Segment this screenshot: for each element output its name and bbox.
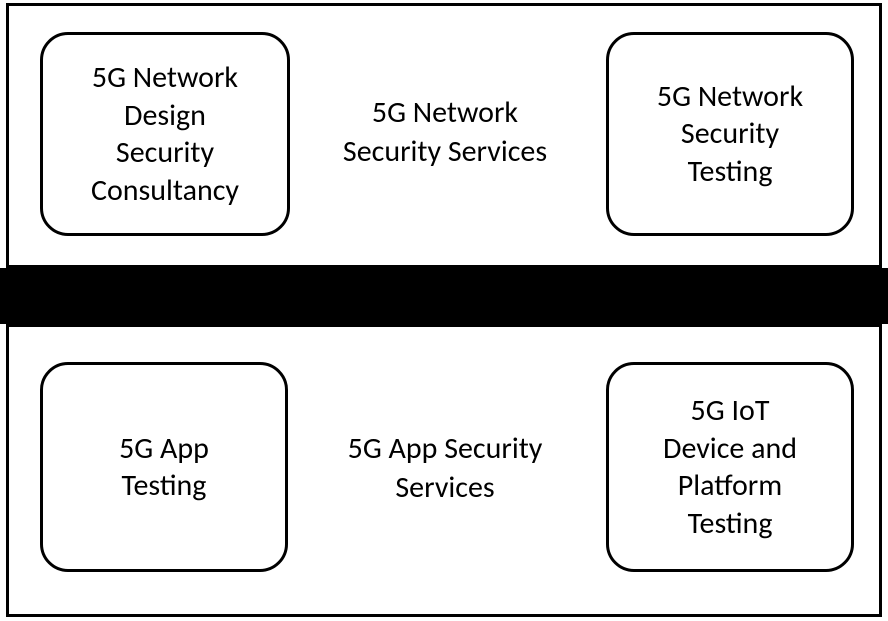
label-app-security-services: 5G App Security Services <box>300 428 590 508</box>
box-app-testing: 5G App Testing <box>40 362 288 572</box>
box-label: 5G IoT Device and Platform Testing <box>663 392 797 542</box>
box-label: 5G Network Security Testing <box>657 78 803 191</box>
center-label-text: 5G Network Security Services <box>343 93 547 171</box>
center-label-text: 5G App Security Services <box>348 429 543 507</box>
label-network-security-services: 5G Network Security Services <box>300 92 590 172</box>
box-iot-device-platform-testing: 5G IoT Device and Platform Testing <box>606 362 854 572</box>
box-label: 5G App Testing <box>119 430 209 505</box>
diagram-canvas: 5G Network Design Security Consultancy 5… <box>0 0 888 621</box>
divider-bar <box>0 268 888 324</box>
box-label: 5G Network Design Security Consultancy <box>91 59 239 209</box>
box-network-design-security-consultancy: 5G Network Design Security Consultancy <box>40 32 290 236</box>
box-network-security-testing: 5G Network Security Testing <box>606 32 854 236</box>
